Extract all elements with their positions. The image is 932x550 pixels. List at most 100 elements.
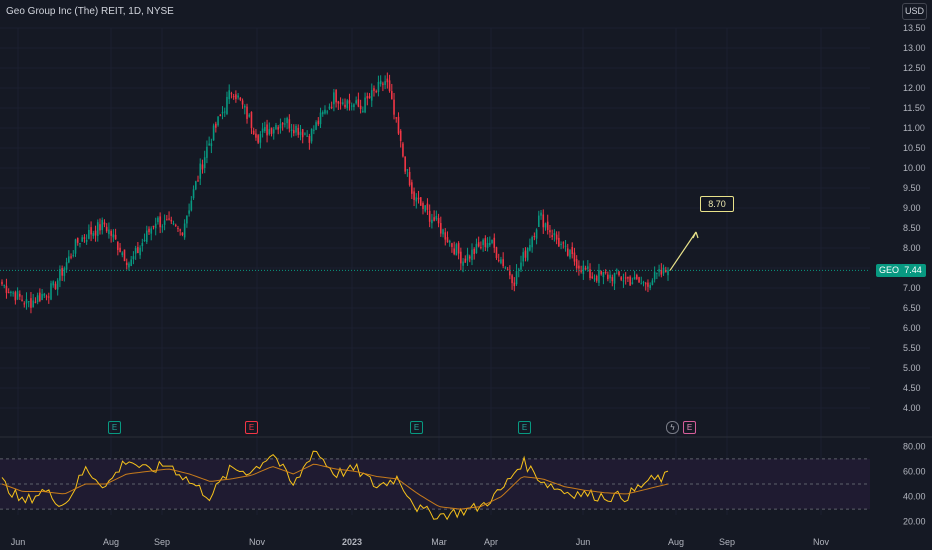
candle [337,101,340,104]
candle [426,203,429,210]
y-tick-label: 13.50 [903,23,926,33]
candle [134,248,137,254]
candle [660,270,663,275]
candle [203,157,206,168]
earnings-marker[interactable]: E [108,421,121,434]
candle [161,226,164,228]
y-tick-label: 11.50 [903,103,925,113]
candle [562,242,565,244]
candle [533,236,536,238]
price-target-label[interactable]: 8.70 [700,196,734,212]
candle [223,111,226,113]
candle [246,106,248,119]
candle [279,124,282,129]
candle [622,280,625,282]
lightning-icon[interactable]: ϟ [666,421,679,434]
y-tick-label: 10.50 [903,143,926,153]
candle [306,135,308,137]
candle [201,164,204,170]
candle [553,233,556,236]
candle [362,110,364,112]
candle [560,243,562,245]
currency-button[interactable]: USD [902,3,927,20]
candle [275,125,277,129]
candle [397,116,400,134]
candle [177,227,179,229]
candle [620,277,623,280]
candle [422,203,424,209]
candle [475,243,478,254]
candle [266,124,268,136]
candle [333,92,335,105]
earnings-marker[interactable]: E [518,421,531,434]
y-tick-label: 12.50 [903,63,926,73]
candle [386,78,389,83]
rsi-line [1,463,669,510]
candle [52,281,55,286]
candle [566,248,569,256]
candle [219,114,222,116]
x-tick-label: 2023 [342,537,362,547]
y-tick-label: 12.00 [903,83,926,93]
candle [277,127,280,130]
candle [468,256,471,259]
candle [188,210,190,214]
candle [241,100,244,105]
candle [308,135,311,143]
earnings-marker[interactable]: E [410,421,423,434]
price-target-arrow [669,231,697,271]
candle [25,299,28,304]
candle [664,269,667,273]
earnings-marker[interactable]: E [683,421,696,434]
candle [174,224,177,226]
rsi-band [0,458,870,510]
candle [284,123,286,125]
candle [70,256,72,258]
candle [194,181,197,190]
candle [593,278,596,280]
candle [482,239,484,246]
candle [226,96,228,114]
x-tick-label: Mar [431,537,447,547]
candle [653,271,656,280]
candle [609,274,611,279]
candle [359,105,362,110]
candle [489,242,491,246]
candle [105,226,108,232]
candle [101,220,104,230]
candle [96,222,99,236]
candle [408,171,411,186]
candle [364,97,366,113]
candle [656,272,658,274]
candle [152,225,155,228]
candle [324,109,326,114]
candle [3,284,6,286]
candle [558,237,560,247]
candle [636,274,638,279]
candle [419,197,422,206]
candle [538,215,540,227]
candle [110,231,112,236]
candle [651,280,654,285]
candle [137,247,139,254]
candle [210,143,213,147]
y-tick-label: 8.50 [903,223,921,233]
y-tick-label: 9.00 [903,203,921,213]
candle [404,156,406,172]
candle [103,222,106,225]
candle [484,238,487,248]
candle [393,99,395,115]
candle [451,243,453,247]
candle [598,270,600,283]
candle [540,212,542,216]
candle [212,125,215,141]
candle [580,270,582,272]
ticker-badge: GEO [876,264,903,277]
candle [79,243,81,245]
candle [16,290,19,300]
candle [384,81,386,85]
candle [571,247,574,255]
earnings-marker[interactable]: E [245,421,258,434]
candle [542,214,545,228]
